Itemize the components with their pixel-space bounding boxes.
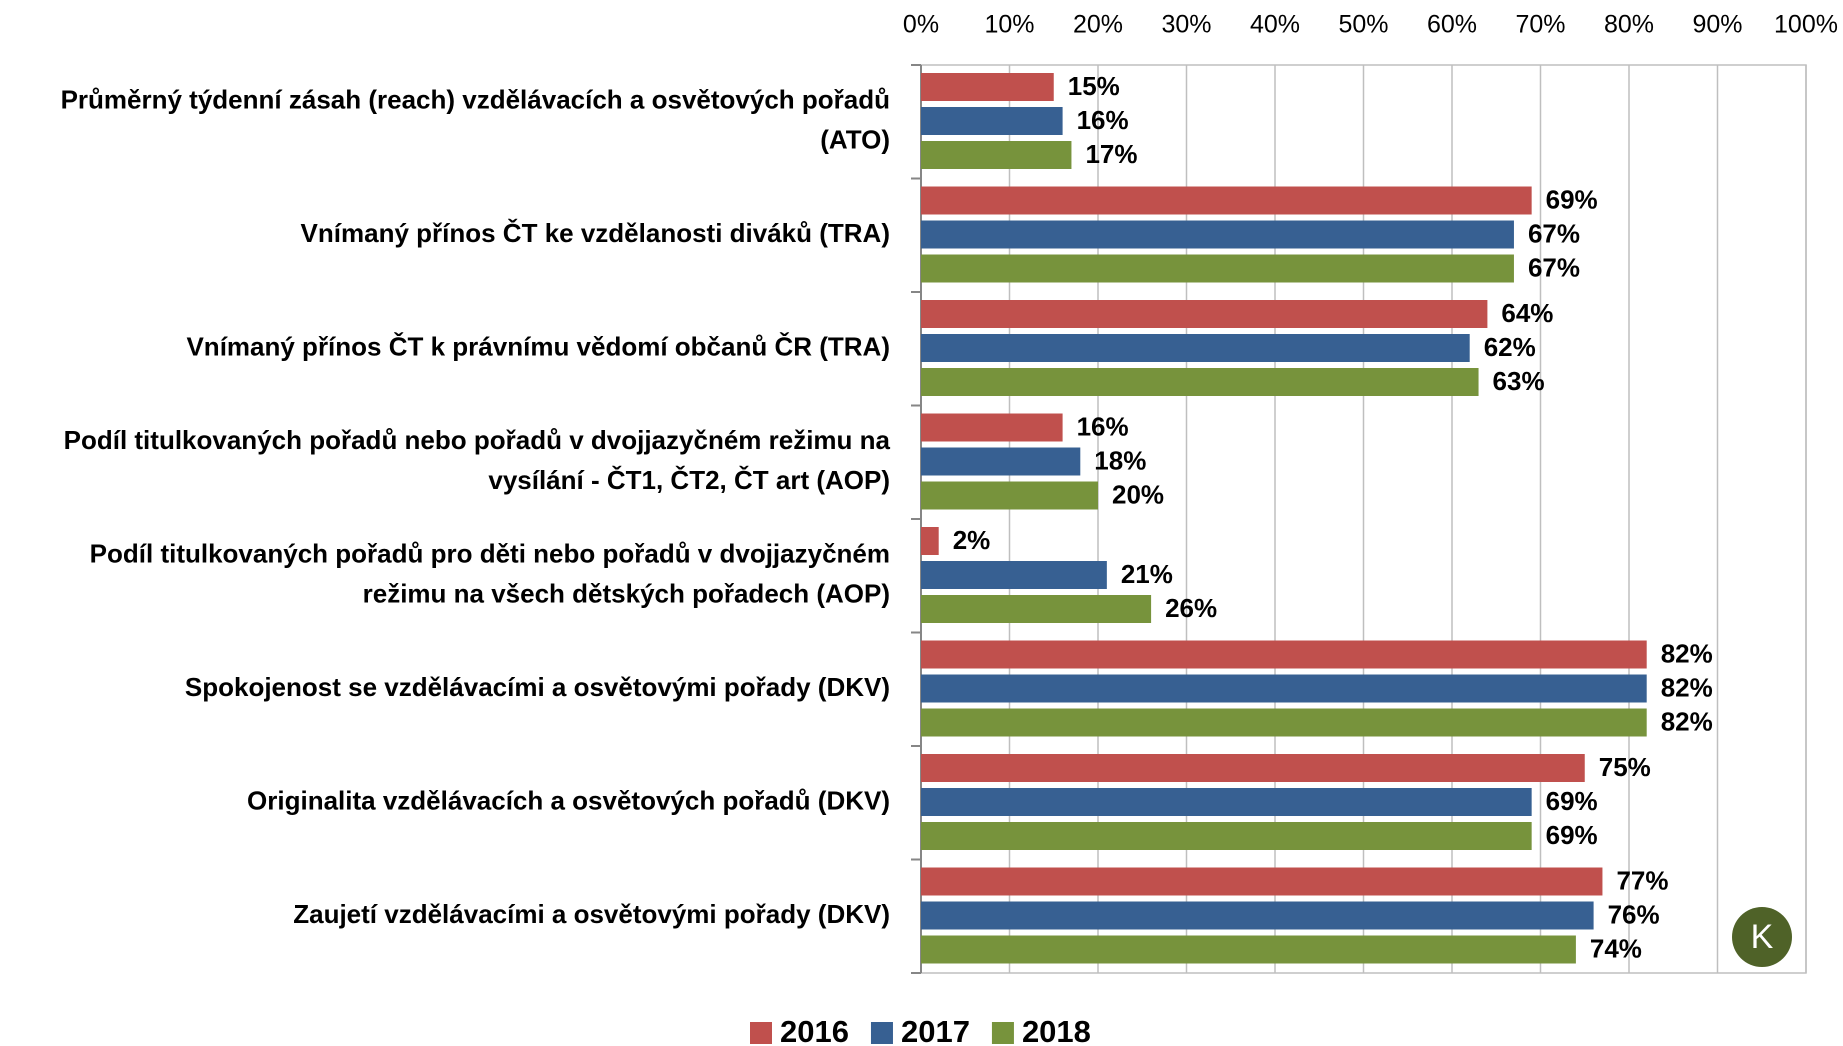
bar bbox=[921, 561, 1107, 589]
x-tick-label: 70% bbox=[1515, 11, 1565, 39]
value-label: 69% bbox=[1546, 820, 1598, 850]
value-label: 15% bbox=[1068, 71, 1120, 101]
category-label: vysílání - ČT1, ČT2, ČT art (AOP) bbox=[488, 465, 890, 495]
bar bbox=[921, 73, 1054, 101]
value-label: 82% bbox=[1661, 638, 1713, 668]
value-label: 82% bbox=[1661, 672, 1713, 702]
x-tick-label: 100% bbox=[1774, 11, 1838, 39]
logo: K bbox=[1751, 918, 1774, 956]
category-label: Vnímaný přínos ČT ke vzdělanosti diváků … bbox=[301, 218, 890, 248]
bar bbox=[921, 481, 1098, 510]
value-label: 21% bbox=[1121, 559, 1173, 589]
bar bbox=[921, 300, 1488, 328]
bar bbox=[921, 822, 1532, 850]
bar bbox=[921, 334, 1470, 362]
legend-label: 2018 bbox=[1022, 1014, 1091, 1046]
bar bbox=[921, 107, 1063, 135]
legend-swatch bbox=[750, 1022, 772, 1044]
category-label: Podíl titulkovaných pořadů nebo pořadů v… bbox=[64, 425, 891, 455]
x-tick-label: 60% bbox=[1427, 11, 1477, 39]
value-label: 16% bbox=[1077, 411, 1129, 441]
category-label: Průměrný týdenní zásah (reach) vzdělávac… bbox=[61, 85, 890, 115]
bar bbox=[921, 220, 1514, 249]
bar bbox=[921, 141, 1072, 169]
legend-label: 2016 bbox=[780, 1014, 849, 1046]
x-tick-label: 20% bbox=[1073, 11, 1123, 39]
x-tick-label: 30% bbox=[1161, 11, 1211, 39]
value-label: 63% bbox=[1493, 366, 1545, 396]
value-label: 26% bbox=[1165, 593, 1217, 623]
value-label: 74% bbox=[1590, 933, 1642, 963]
bar bbox=[921, 640, 1647, 669]
value-label: 17% bbox=[1085, 139, 1137, 169]
bar bbox=[921, 754, 1585, 782]
category-label: Originalita vzdělávacích a osvětových po… bbox=[247, 786, 890, 816]
value-label: 69% bbox=[1546, 184, 1598, 214]
value-label: 82% bbox=[1661, 706, 1713, 736]
value-label: 16% bbox=[1077, 105, 1129, 135]
value-label: 64% bbox=[1501, 298, 1553, 328]
category-label: režimu na všech dětských pořadech (AOP) bbox=[363, 579, 890, 609]
bar bbox=[921, 186, 1532, 215]
bar bbox=[921, 867, 1603, 896]
x-tick-label: 50% bbox=[1338, 11, 1388, 39]
value-label: 20% bbox=[1112, 479, 1164, 509]
value-label: 67% bbox=[1528, 218, 1580, 248]
category-label: (ATO) bbox=[820, 125, 890, 155]
bar bbox=[921, 708, 1647, 737]
category-label: Zaujetí vzdělávacími a osvětovými pořady… bbox=[293, 899, 890, 929]
x-tick-label: 0% bbox=[903, 11, 939, 39]
legend-label: 2017 bbox=[901, 1014, 970, 1046]
value-label: 69% bbox=[1546, 786, 1598, 816]
logo-circle bbox=[1732, 907, 1792, 967]
bar bbox=[921, 935, 1576, 964]
value-label: 62% bbox=[1484, 332, 1536, 362]
bar bbox=[921, 413, 1063, 442]
category-label: Podíl titulkovaných pořadů pro děti nebo… bbox=[90, 539, 890, 569]
category-label: Spokojenost se vzdělávacími a osvětovými… bbox=[185, 672, 890, 702]
x-tick-label: 80% bbox=[1604, 11, 1654, 39]
value-label: 18% bbox=[1094, 445, 1146, 475]
x-tick-label: 10% bbox=[984, 11, 1034, 39]
legend-swatch bbox=[991, 1022, 1014, 1044]
value-label: 77% bbox=[1616, 865, 1668, 895]
value-label: 76% bbox=[1608, 899, 1660, 929]
legend-swatch bbox=[870, 1022, 893, 1044]
bar bbox=[921, 674, 1647, 703]
bar bbox=[921, 447, 1081, 476]
bar bbox=[921, 595, 1152, 623]
value-label: 75% bbox=[1599, 752, 1651, 782]
value-label: 2% bbox=[953, 525, 991, 555]
bar bbox=[921, 901, 1594, 930]
bar bbox=[921, 254, 1514, 283]
category-label: Vnímaný přínos ČT k právnímu vědomí obča… bbox=[186, 332, 890, 362]
x-tick-label: 90% bbox=[1692, 11, 1742, 39]
x-tick-label: 40% bbox=[1250, 11, 1300, 39]
bar bbox=[921, 368, 1479, 396]
bar bbox=[921, 788, 1532, 816]
bar bbox=[921, 527, 939, 555]
value-label: 67% bbox=[1528, 252, 1580, 282]
